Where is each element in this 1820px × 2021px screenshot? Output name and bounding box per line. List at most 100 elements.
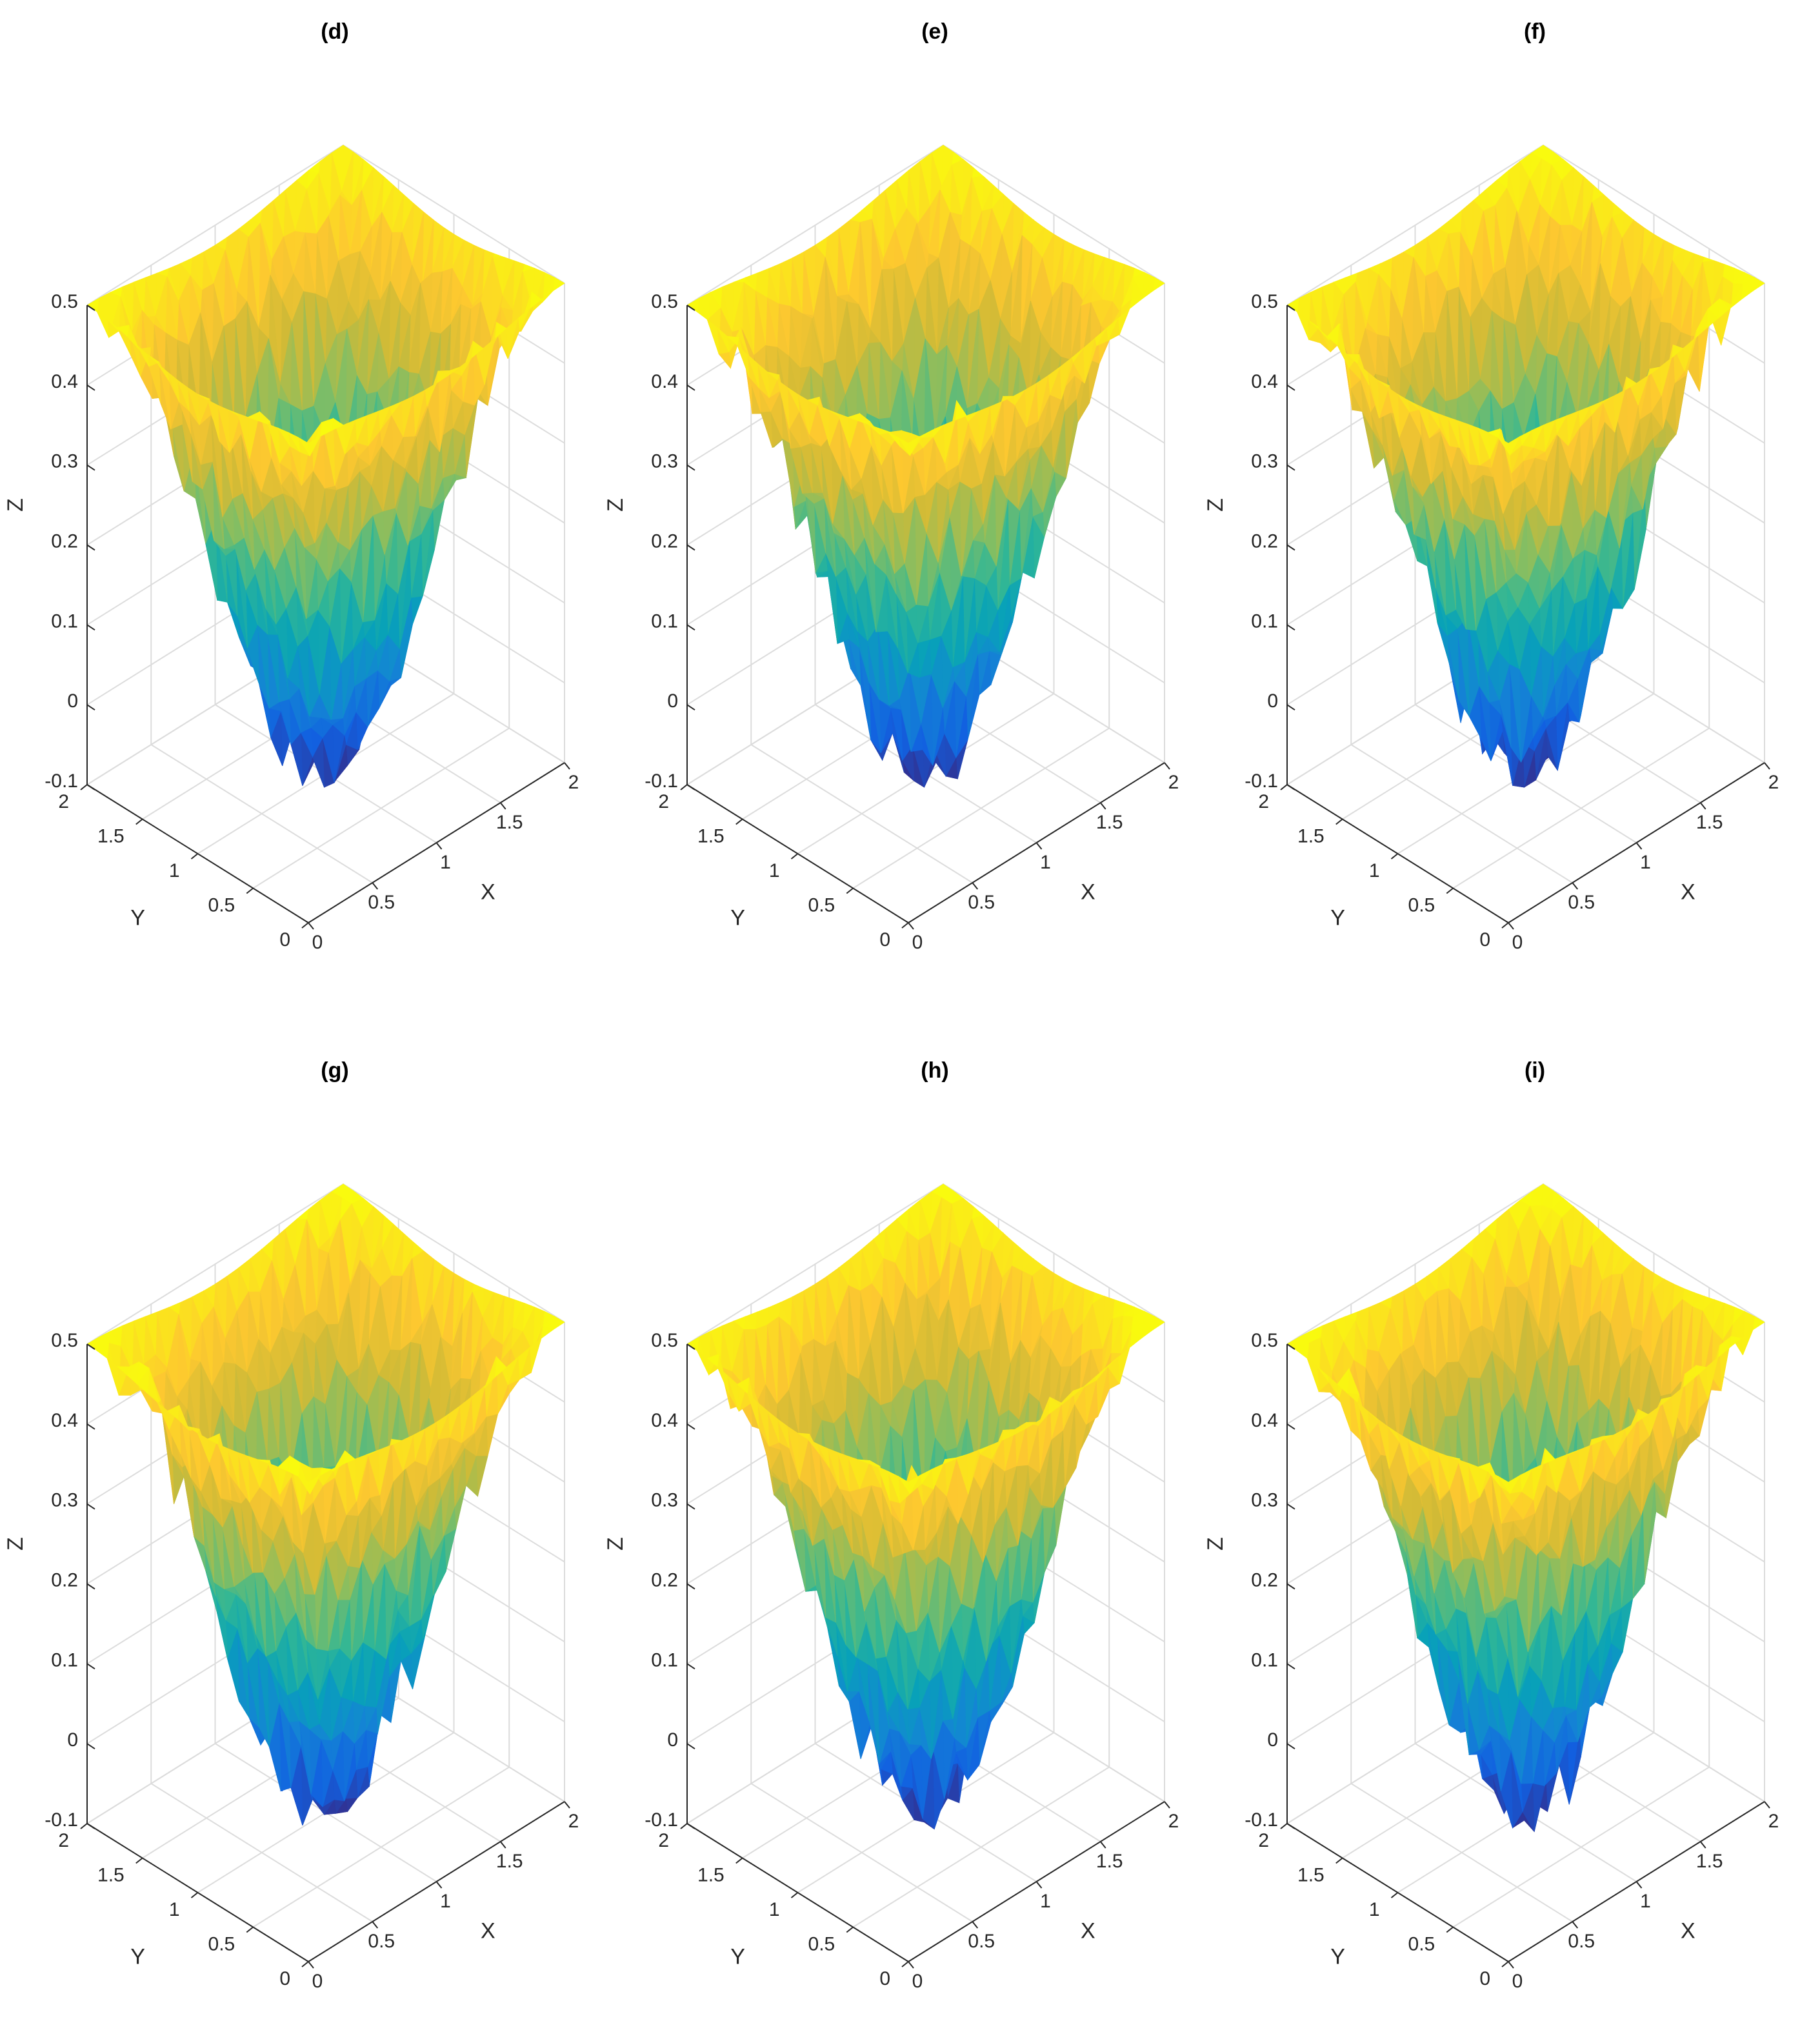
surface-patch <box>166 371 180 403</box>
z-axis-label: Z <box>1203 498 1228 512</box>
z-tick-label: 0.2 <box>1251 531 1278 552</box>
y-tick <box>135 1857 143 1864</box>
x-tick-label: 1.5 <box>1096 812 1123 833</box>
z-tick <box>1286 784 1295 790</box>
x-tick <box>372 1921 379 1929</box>
surface-patch <box>237 413 250 459</box>
x-tick <box>1572 882 1579 890</box>
z-tick-label: 0.3 <box>51 451 78 472</box>
surface-patch <box>486 1413 499 1456</box>
surface-patch <box>345 1797 359 1813</box>
x-tick <box>499 802 506 810</box>
surface <box>86 145 565 788</box>
x-tick-label: 2 <box>1168 772 1179 793</box>
surface-patch <box>187 387 200 425</box>
x-axis-label: X <box>481 880 495 905</box>
y-tick-label: 0.5 <box>1408 895 1435 916</box>
surface <box>686 1183 1165 1830</box>
y-tick <box>735 818 743 825</box>
y-tick-label: 0.5 <box>208 1934 235 1955</box>
z-tick <box>1286 544 1295 551</box>
x-tick-label: 0 <box>312 932 323 953</box>
z-tick <box>86 624 95 631</box>
z-tick-label: -0.1 <box>645 770 678 792</box>
z-tick-label: -0.1 <box>45 770 78 792</box>
y-tick <box>80 1823 88 1829</box>
x-tick <box>1099 802 1106 810</box>
z-tick <box>686 385 695 391</box>
z-tick <box>86 544 95 551</box>
x-tick-label: 0 <box>1512 932 1523 953</box>
y-tick <box>680 784 688 790</box>
x-tick-label: 0 <box>312 1971 323 1992</box>
surface-patch <box>989 650 1002 685</box>
y-tick-label: 2 <box>58 1830 69 1851</box>
surface-patch <box>116 325 130 337</box>
panel-title: (g) <box>321 1058 348 1083</box>
y-tick <box>1335 818 1343 825</box>
y-tick <box>135 818 143 825</box>
surface <box>86 1183 565 1825</box>
y-tick-label: 1.5 <box>697 826 725 847</box>
z-tick-label: 0.2 <box>51 1570 78 1591</box>
surface-patch <box>268 423 281 463</box>
z-tick <box>1286 464 1295 471</box>
x-tick <box>1508 922 1514 930</box>
y-tick <box>80 784 88 790</box>
surface-patch <box>147 354 160 364</box>
y-axis-label: Y <box>130 906 145 930</box>
surface-patch <box>734 277 746 283</box>
x-tick-label: 2 <box>568 1811 579 1832</box>
x-tick <box>564 762 570 770</box>
z-tick-label: 0.1 <box>1251 610 1278 632</box>
surface-patch <box>217 405 230 453</box>
surface <box>686 145 1165 788</box>
y-tick <box>1280 784 1288 790</box>
y-tick <box>1446 887 1454 894</box>
x-tick-label: 0.5 <box>368 892 395 913</box>
y-axis-label: Y <box>730 906 745 930</box>
x-tick-label: 2 <box>568 772 579 793</box>
x-tick-label: 1.5 <box>496 1851 523 1872</box>
z-tick-label: -0.1 <box>45 1809 78 1831</box>
y-tick-label: 1.5 <box>97 1865 125 1886</box>
y-tick <box>190 853 199 860</box>
z-tick-label: 0 <box>667 690 678 712</box>
surface-patch <box>97 312 110 338</box>
x-tick-label: 1 <box>1040 852 1051 873</box>
x-tick-label: 1.5 <box>1696 812 1723 833</box>
x-tick <box>372 882 379 890</box>
z-tick-label: 0 <box>67 690 78 712</box>
surface-patch <box>475 1455 488 1496</box>
x-axis-label: X <box>1681 880 1695 905</box>
panel-e: -0.100.10.20.30.40.500.511.5200.511.52XY… <box>603 19 1179 953</box>
surface-patch <box>197 394 210 401</box>
z-tick-label: 0.5 <box>51 1330 78 1351</box>
surface-patch <box>760 411 773 448</box>
surface <box>1286 145 1765 788</box>
y-tick-label: 1.5 <box>1297 826 1325 847</box>
x-tick <box>435 842 443 850</box>
z-tick <box>686 784 695 790</box>
x-tick-label: 1 <box>440 1891 451 1912</box>
y-tick <box>301 922 309 929</box>
y-tick <box>1501 922 1509 929</box>
x-tick-label: 1 <box>440 852 451 873</box>
surface-patch <box>295 1209 309 1220</box>
surface-patch <box>977 1710 990 1765</box>
y-axis-label: Y <box>1330 906 1345 930</box>
z-tick <box>86 1663 95 1670</box>
x-tick <box>308 922 314 930</box>
surface-patch <box>247 411 261 421</box>
panel-f: -0.100.10.20.30.40.500.511.5200.511.52XY… <box>1203 19 1779 953</box>
z-tick <box>686 464 695 471</box>
z-tick <box>86 704 95 710</box>
y-tick <box>190 1892 199 1898</box>
z-tick-label: 0.4 <box>1251 371 1278 392</box>
surface-patch <box>718 351 731 369</box>
z-tick <box>86 1743 95 1749</box>
z-tick-label: 0.3 <box>1251 451 1278 472</box>
z-tick-label: 0.4 <box>51 371 78 392</box>
panel-title: (d) <box>321 19 348 44</box>
